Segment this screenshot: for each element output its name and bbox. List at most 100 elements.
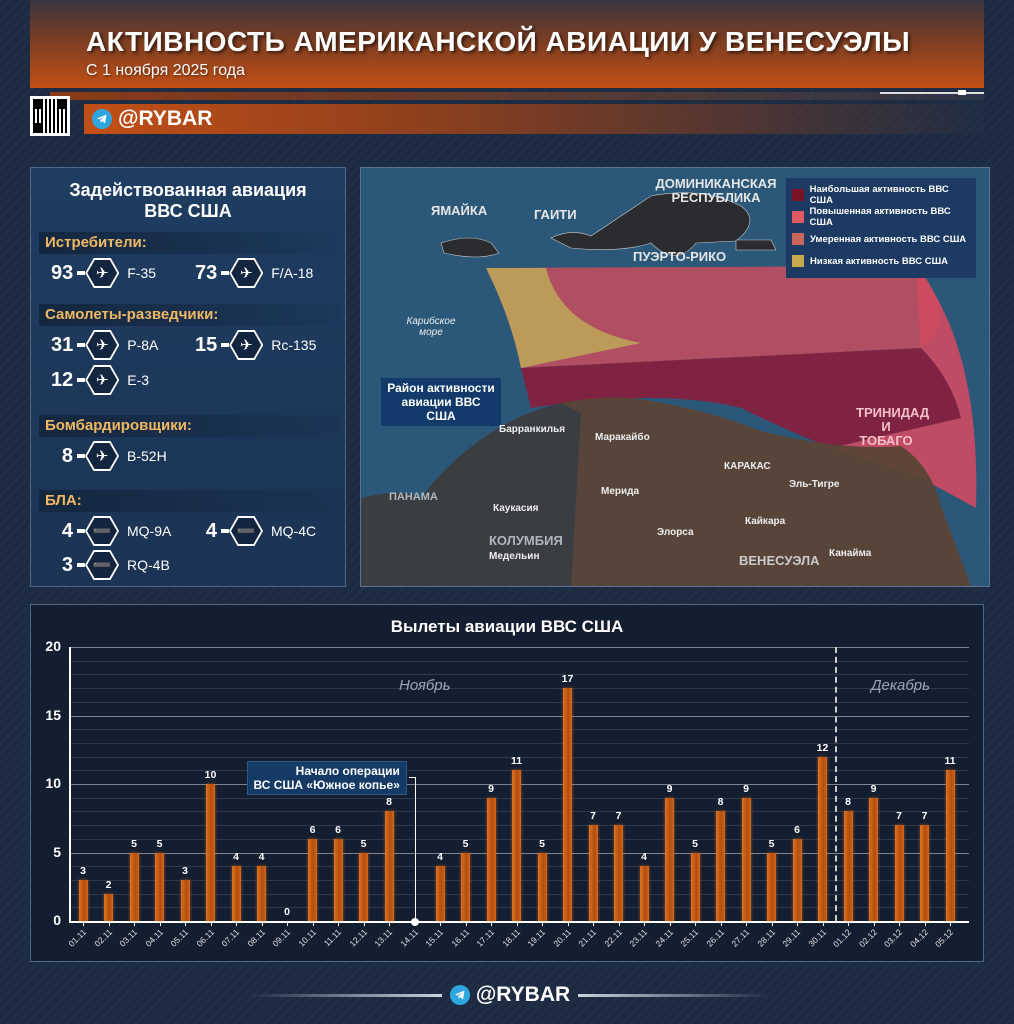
- x-tick-label: 29.11: [780, 927, 803, 949]
- label-dominican-republic: ДОМИНИКАНСКАЯ РЕСПУБЛИКА: [655, 176, 777, 205]
- bar-19.11[interactable]: [537, 852, 547, 921]
- bar-11.11[interactable]: [333, 838, 343, 921]
- x-tick: [389, 921, 390, 926]
- telegram-icon: [92, 109, 112, 129]
- bar-10.11[interactable]: [308, 838, 317, 921]
- bar-value-label: 7: [896, 810, 902, 823]
- gridline: [69, 660, 969, 662]
- bar-18.11[interactable]: [512, 770, 521, 921]
- city-medellin: Медельин: [489, 551, 540, 562]
- bar-16.11[interactable]: [461, 852, 470, 921]
- x-tick-label: 04.11: [142, 927, 165, 949]
- legend-swatch: [792, 255, 804, 267]
- x-tick-label: 07.11: [219, 927, 242, 949]
- brand-name[interactable]: @RYBAR: [118, 107, 213, 130]
- bar-value-label: 12: [816, 741, 829, 754]
- bar-value-label: 8: [845, 796, 851, 809]
- annotation-dot: [410, 918, 419, 926]
- x-tick: [83, 921, 84, 926]
- bar-23.11[interactable]: [639, 866, 649, 921]
- bar-29.11[interactable]: [792, 838, 802, 921]
- bar-value-label: 0: [284, 906, 290, 918]
- x-tick: [210, 921, 212, 926]
- bar-03.11[interactable]: [129, 852, 139, 921]
- bar-03.12[interactable]: [894, 825, 904, 921]
- page-subtitle: С 1 ноября 2025 года: [86, 62, 246, 79]
- bar-01.11[interactable]: [78, 879, 88, 921]
- x-tick-label: 24.11: [652, 927, 675, 949]
- x-tick: [516, 921, 518, 926]
- footer-brand-name[interactable]: @RYBAR: [475, 983, 571, 1006]
- bar-24.11[interactable]: [665, 797, 674, 921]
- aircraft-count: 3: [61, 553, 73, 576]
- gridline: [69, 756, 969, 758]
- page-title: АКТИВНОСТЬ АМЕРИКАНСКОЙ АВИАЦИИ У ВЕНЕСУ…: [86, 26, 911, 57]
- bar-value-label: 17: [561, 673, 574, 686]
- x-tick: [924, 921, 926, 926]
- bar-26.11[interactable]: [716, 811, 725, 921]
- bar-02.12[interactable]: [869, 797, 878, 921]
- aircraft-model: F/A-18: [271, 265, 314, 281]
- bar-value-label: 6: [335, 823, 341, 836]
- aircraft-model: P-8A: [127, 337, 159, 353]
- x-tick: [618, 921, 620, 926]
- header-accent-mark: [958, 90, 966, 95]
- label-venezuela: ВЕНЕСУЭЛА: [739, 553, 820, 568]
- bar-17.11[interactable]: [486, 797, 496, 921]
- gridline: [69, 742, 969, 744]
- x-tick-label: 28.11: [754, 927, 777, 949]
- bar-value-label: 4: [258, 851, 265, 864]
- bar-01.12[interactable]: [843, 811, 853, 921]
- aircraft-count: 15: [195, 333, 218, 356]
- x-tick-label: 27.11: [729, 927, 752, 949]
- bar-27.11[interactable]: [741, 797, 751, 921]
- bar-12.11[interactable]: [359, 852, 368, 921]
- bar-07.11[interactable]: [231, 866, 241, 921]
- aircraft-count: 4: [205, 519, 217, 542]
- bar-04.11[interactable]: [155, 852, 164, 921]
- city-caicara: Кайкара: [745, 516, 786, 527]
- bar-22.11[interactable]: [614, 825, 623, 921]
- bar-13.11[interactable]: [384, 811, 394, 921]
- map-legend: Наибольшая активность ВВС США Повышенная…: [786, 178, 976, 278]
- qr-code[interactable]: [30, 96, 70, 136]
- x-tick-label: 13.11: [372, 927, 395, 949]
- x-tick-label: 01.12: [830, 927, 854, 950]
- bar-05.12[interactable]: [945, 770, 955, 921]
- bar-04.12[interactable]: [920, 825, 929, 921]
- bar-20.11[interactable]: [563, 688, 572, 921]
- x-tick-label: 25.11: [678, 927, 701, 949]
- bar-28.11[interactable]: [767, 852, 776, 921]
- bar-value-label: 3: [182, 864, 188, 877]
- bar-15.11[interactable]: [435, 866, 445, 921]
- x-tick: [159, 921, 161, 926]
- x-tick: [899, 921, 900, 926]
- bar-30.11[interactable]: [818, 756, 827, 921]
- bar-25.11[interactable]: [690, 852, 700, 921]
- x-tick: [848, 921, 849, 926]
- y-tick-label: 20: [45, 638, 61, 654]
- x-tick: [771, 921, 773, 926]
- x-tick-label: 17.11: [474, 927, 497, 949]
- map-panel[interactable]: ЯМАЙКА ГАИТИ ДОМИНИКАНСКАЯ РЕСПУБЛИКА ПУ…: [360, 167, 990, 587]
- bar-value-label: 4: [437, 851, 443, 864]
- bar-05.11[interactable]: [180, 879, 190, 921]
- x-tick: [363, 921, 365, 926]
- bar-08.11[interactable]: [257, 866, 266, 921]
- y-tick-label: 10: [45, 775, 61, 791]
- header-divider: [50, 92, 984, 100]
- aircraft-model: B-52H: [127, 448, 167, 464]
- x-tick: [720, 921, 722, 926]
- bar-21.11[interactable]: [588, 825, 598, 921]
- month-separator: [835, 647, 838, 921]
- city-elorza: Элорса: [657, 527, 694, 538]
- legend-swatch: [792, 189, 804, 201]
- label-puerto-rico: ПУЭРТО-РИКО: [633, 249, 727, 264]
- bar-value-label: 4: [641, 851, 647, 864]
- bar-06.11[interactable]: [206, 784, 215, 921]
- bar-02.11[interactable]: [104, 893, 113, 921]
- aircraft-f35: 93 ✈ F-35: [51, 256, 156, 290]
- city-caracas: КАРАКАС: [724, 461, 771, 472]
- gridline: [69, 688, 969, 690]
- x-tick-label: 20.11: [550, 927, 573, 949]
